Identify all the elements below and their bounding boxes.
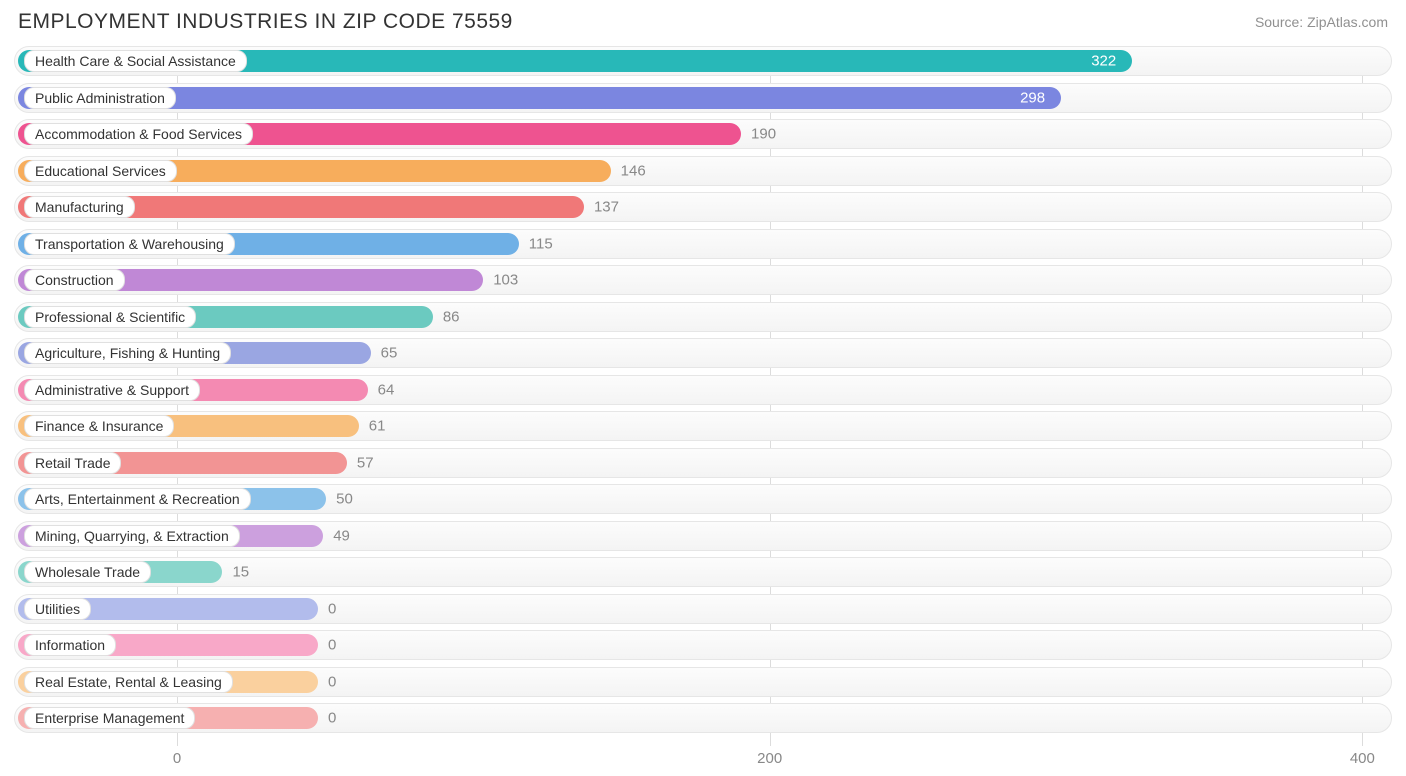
chart-area: Health Care & Social Assistance 322 Public… xyxy=(14,46,1392,746)
bar-row: Real Estate, Rental & Leasing 0 xyxy=(14,667,1392,697)
bar-value: 190 xyxy=(751,126,776,143)
bar-row: Professional & Scientific 86 xyxy=(14,302,1392,332)
x-axis-tick: 400 xyxy=(1350,750,1375,767)
chart-title: EMPLOYMENT INDUSTRIES IN ZIP CODE 75559 xyxy=(18,10,513,34)
bar-label: Administrative & Support xyxy=(24,379,200,401)
bar-row: Information 0 xyxy=(14,630,1392,660)
bar-label: Wholesale Trade xyxy=(24,561,151,583)
bar-value: 103 xyxy=(493,272,518,289)
bar-label: Health Care & Social Assistance xyxy=(24,50,247,72)
bar-label: Real Estate, Rental & Leasing xyxy=(24,671,233,693)
bar-label: Accommodation & Food Services xyxy=(24,123,253,145)
bar-label: Retail Trade xyxy=(24,452,121,474)
bar-value: 50 xyxy=(336,491,353,508)
bar-label: Finance & Insurance xyxy=(24,415,174,437)
bar-label: Construction xyxy=(24,269,125,291)
bar-row: Retail Trade 57 xyxy=(14,448,1392,478)
bar-row: Accommodation & Food Services 190 xyxy=(14,119,1392,149)
bar-value: 15 xyxy=(232,564,249,581)
bar-value: 115 xyxy=(529,235,553,252)
bar-value: 0 xyxy=(328,600,336,617)
chart-source: Source: ZipAtlas.com xyxy=(1255,14,1388,30)
bar-value: 322 xyxy=(1091,53,1116,70)
bar-label: Professional & Scientific xyxy=(24,306,196,328)
bar-value: 146 xyxy=(621,162,646,179)
bar-value: 64 xyxy=(378,381,395,398)
bar-value: 86 xyxy=(443,308,460,325)
chart-header: EMPLOYMENT INDUSTRIES IN ZIP CODE 75559 … xyxy=(0,0,1406,40)
bar-label: Public Administration xyxy=(24,87,176,109)
bar-row: Utilities 0 xyxy=(14,594,1392,624)
bar-row: Agriculture, Fishing & Hunting 65 xyxy=(14,338,1392,368)
x-axis: 0 200 400 xyxy=(14,750,1392,776)
bar-value: 0 xyxy=(328,710,336,727)
bar-label: Transportation & Warehousing xyxy=(24,233,235,255)
bar-value: 137 xyxy=(594,199,619,216)
bar-row: Mining, Quarrying, & Extraction 49 xyxy=(14,521,1392,551)
bar-row: Educational Services 146 xyxy=(14,156,1392,186)
bar-value: 61 xyxy=(369,418,386,435)
bar-row: Finance & Insurance 61 xyxy=(14,411,1392,441)
bar-value: 57 xyxy=(357,454,374,471)
bar-label: Manufacturing xyxy=(24,196,135,218)
bar-row: Transportation & Warehousing 115 xyxy=(14,229,1392,259)
bar-value: 0 xyxy=(328,673,336,690)
bar-label: Information xyxy=(24,634,116,656)
bar-row: Construction 103 xyxy=(14,265,1392,295)
bar-row: Health Care & Social Assistance 322 xyxy=(14,46,1392,76)
bar-value: 0 xyxy=(328,637,336,654)
bar-row: Arts, Entertainment & Recreation 50 xyxy=(14,484,1392,514)
bar-label: Utilities xyxy=(24,598,91,620)
bar-value: 49 xyxy=(333,527,350,544)
bar-label: Arts, Entertainment & Recreation xyxy=(24,488,251,510)
bar-row: Public Administration 298 xyxy=(14,83,1392,113)
bar-row: Administrative & Support 64 xyxy=(14,375,1392,405)
bar-label: Agriculture, Fishing & Hunting xyxy=(24,342,231,364)
bar-label: Enterprise Management xyxy=(24,707,195,729)
bar-row: Enterprise Management 0 xyxy=(14,703,1392,733)
bar-label: Mining, Quarrying, & Extraction xyxy=(24,525,240,547)
bar-row: Manufacturing 137 xyxy=(14,192,1392,222)
bar-value: 298 xyxy=(1020,89,1045,106)
x-axis-tick: 200 xyxy=(757,750,782,767)
bar-label: Educational Services xyxy=(24,160,177,182)
bar-value: 65 xyxy=(381,345,398,362)
x-axis-tick: 0 xyxy=(173,750,181,767)
bar-row: Wholesale Trade 15 xyxy=(14,557,1392,587)
